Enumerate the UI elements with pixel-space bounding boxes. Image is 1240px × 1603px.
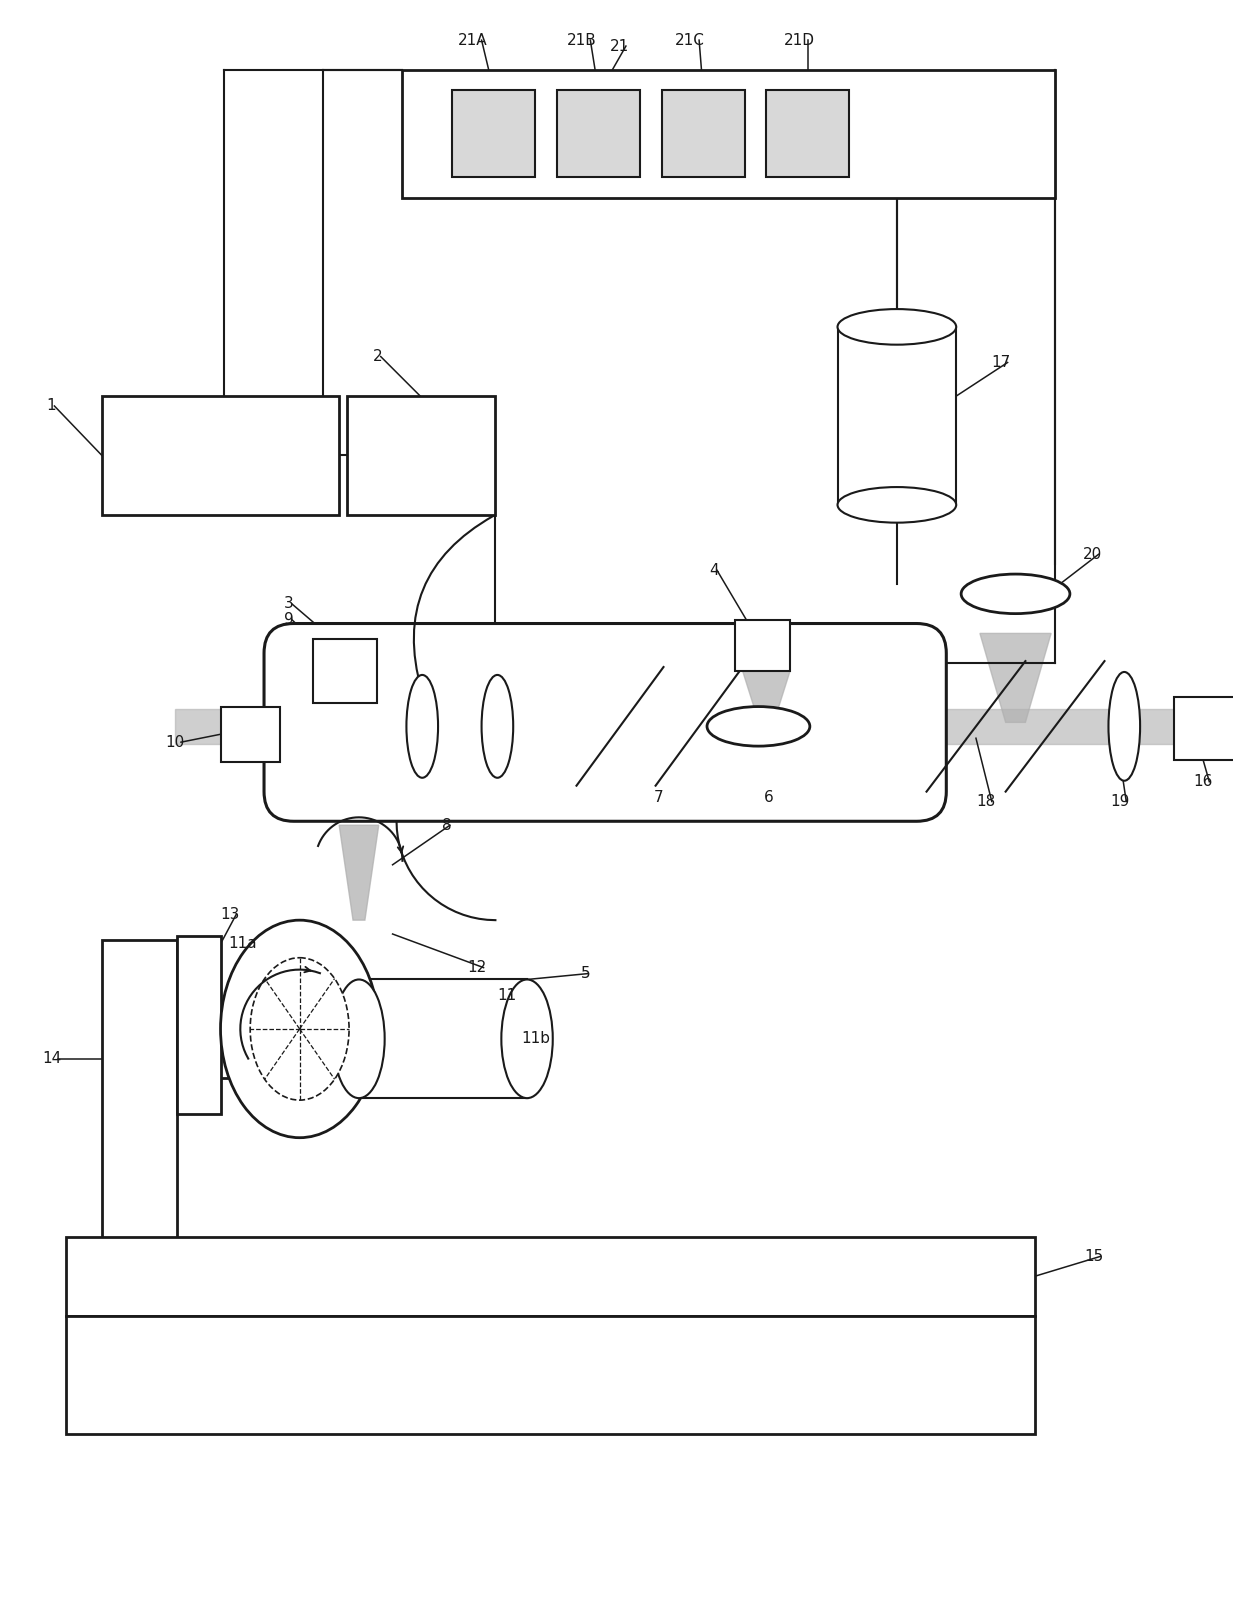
Text: 11b: 11b	[521, 1031, 551, 1047]
Text: 3: 3	[284, 596, 294, 611]
Text: 18: 18	[976, 793, 996, 810]
Bar	[102, 976, 175, 1055]
Polygon shape	[743, 672, 790, 709]
Text: 15: 15	[1085, 1249, 1104, 1263]
Bar	[766, 90, 849, 176]
Ellipse shape	[1109, 672, 1140, 781]
Text: 21C: 21C	[676, 32, 706, 48]
Bar	[177, 936, 221, 1114]
Ellipse shape	[837, 309, 956, 345]
Bar	[66, 1236, 1035, 1316]
Bar	[314, 640, 377, 702]
Bar	[66, 1316, 1035, 1435]
Ellipse shape	[837, 487, 956, 523]
Text: 5: 5	[580, 967, 590, 981]
Bar	[102, 939, 177, 1257]
Polygon shape	[175, 709, 1194, 744]
Bar	[837, 327, 956, 505]
Bar	[661, 90, 744, 176]
Text: 12: 12	[467, 960, 487, 975]
Bar	[221, 707, 280, 761]
Ellipse shape	[334, 979, 384, 1098]
Bar	[358, 979, 527, 1098]
Text: 9: 9	[284, 612, 294, 627]
Text: 21: 21	[610, 38, 630, 53]
Text: 16: 16	[1194, 774, 1213, 789]
Text: 17: 17	[992, 354, 1011, 370]
Text: 13: 13	[221, 907, 239, 922]
Text: 21B: 21B	[567, 32, 596, 48]
Ellipse shape	[961, 574, 1070, 614]
Text: 4: 4	[709, 563, 719, 577]
Polygon shape	[980, 633, 1052, 723]
Text: 11: 11	[497, 987, 517, 1003]
Ellipse shape	[221, 920, 378, 1138]
Bar	[102, 1117, 175, 1197]
Bar	[1174, 697, 1240, 760]
Bar	[451, 90, 534, 176]
Text: 1: 1	[46, 399, 56, 414]
Polygon shape	[340, 826, 378, 920]
Ellipse shape	[501, 979, 553, 1098]
Text: 14: 14	[42, 1052, 62, 1066]
Bar	[403, 71, 1055, 199]
Bar	[177, 1036, 374, 1079]
Bar	[735, 620, 790, 672]
Bar	[347, 396, 496, 515]
Text: 11a: 11a	[228, 936, 257, 952]
FancyBboxPatch shape	[264, 624, 946, 821]
Text: 10: 10	[165, 734, 185, 750]
Ellipse shape	[707, 707, 810, 745]
Text: 2: 2	[373, 349, 382, 364]
Ellipse shape	[481, 675, 513, 777]
Text: 7: 7	[653, 790, 663, 805]
Text: 21A: 21A	[458, 32, 487, 48]
Text: 8: 8	[441, 818, 451, 832]
Text: 6: 6	[764, 790, 774, 805]
Ellipse shape	[407, 675, 438, 777]
Bar	[102, 396, 340, 515]
Bar	[557, 90, 640, 176]
Text: 19: 19	[1111, 793, 1130, 810]
Ellipse shape	[250, 957, 350, 1100]
Text: 20: 20	[1083, 547, 1102, 561]
Text: 21D: 21D	[784, 32, 815, 48]
